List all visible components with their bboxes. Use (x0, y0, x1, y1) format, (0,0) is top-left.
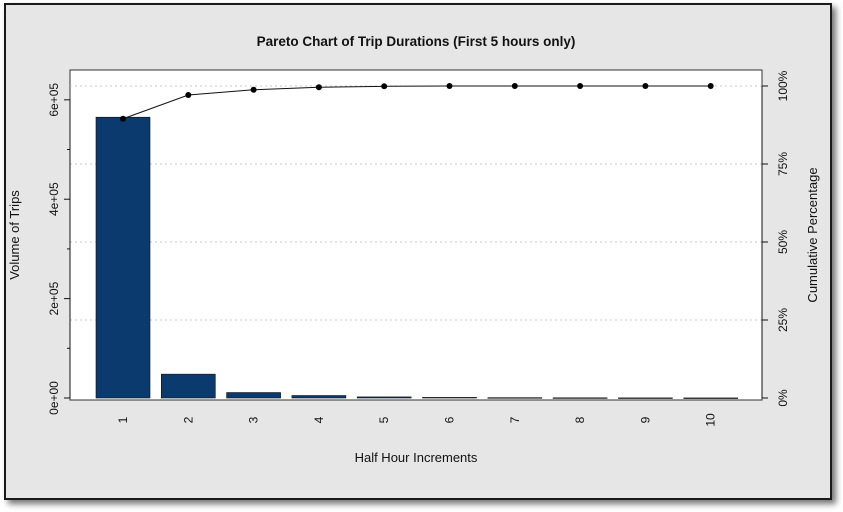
bar (356, 396, 412, 399)
cumulative-point (185, 92, 192, 99)
y2-axis: 0% 25% 50% 75% 100% (761, 70, 790, 407)
bar (683, 397, 739, 399)
y-axis-label: Volume of Trips (7, 190, 22, 280)
y-tick-label: 6e+05 (47, 83, 61, 117)
cumulative-point (511, 83, 518, 89)
cumulative-point (250, 86, 257, 93)
x-tick-label: 6 (443, 416, 457, 423)
cumulative-polyline (122, 85, 711, 120)
bar (291, 395, 347, 399)
y2-tick-label: 25% (776, 308, 790, 332)
x-tick-label: 4 (312, 416, 326, 423)
x-tick-label: 9 (638, 416, 652, 423)
cumulative-point (642, 83, 649, 89)
cumulative-point (446, 83, 453, 89)
y-tick-label: 4e+05 (47, 182, 61, 216)
x-tick-label: 1 (116, 416, 130, 423)
bars (95, 116, 739, 399)
x-tick-label: 7 (508, 416, 522, 423)
cumulative-point (120, 115, 126, 122)
y-tick-label: 2e+05 (47, 281, 61, 315)
chart-title: Pareto Chart of Trip Durations (First 5 … (257, 34, 576, 49)
x-tick-label: 8 (573, 416, 587, 423)
bar (161, 373, 216, 399)
y-tick-label: 0e+00 (47, 381, 61, 415)
cumulative-point (381, 83, 388, 90)
x-axis: 1 2 3 4 5 6 7 8 9 10 (116, 413, 718, 427)
x-tick-label: 5 (377, 416, 391, 423)
bar (95, 116, 151, 399)
x-tick-label: 2 (181, 416, 195, 423)
bar (422, 397, 477, 399)
bar (226, 392, 281, 399)
cumulative-point (577, 83, 584, 89)
y2-tick-label: 0% (776, 389, 790, 407)
cumulative-line (120, 83, 714, 122)
plot-area (69, 69, 763, 401)
bar (487, 397, 543, 399)
y2-axis-label: Cumulative Percentage (805, 167, 820, 302)
cumulative-point (707, 83, 714, 89)
y-axis: 0e+00 2e+05 4e+05 6e+05 (47, 83, 71, 415)
y2-tick-label: 100% (776, 70, 790, 101)
bar (552, 397, 608, 399)
x-tick-label: 3 (247, 416, 261, 423)
x-tick-label: 10 (704, 413, 718, 427)
bar (618, 397, 673, 399)
y2-tick-label: 75% (776, 152, 790, 176)
x-axis-label: Half Hour Increments (355, 450, 478, 465)
cumulative-point (315, 84, 322, 91)
y2-tick-label: 50% (776, 230, 790, 254)
